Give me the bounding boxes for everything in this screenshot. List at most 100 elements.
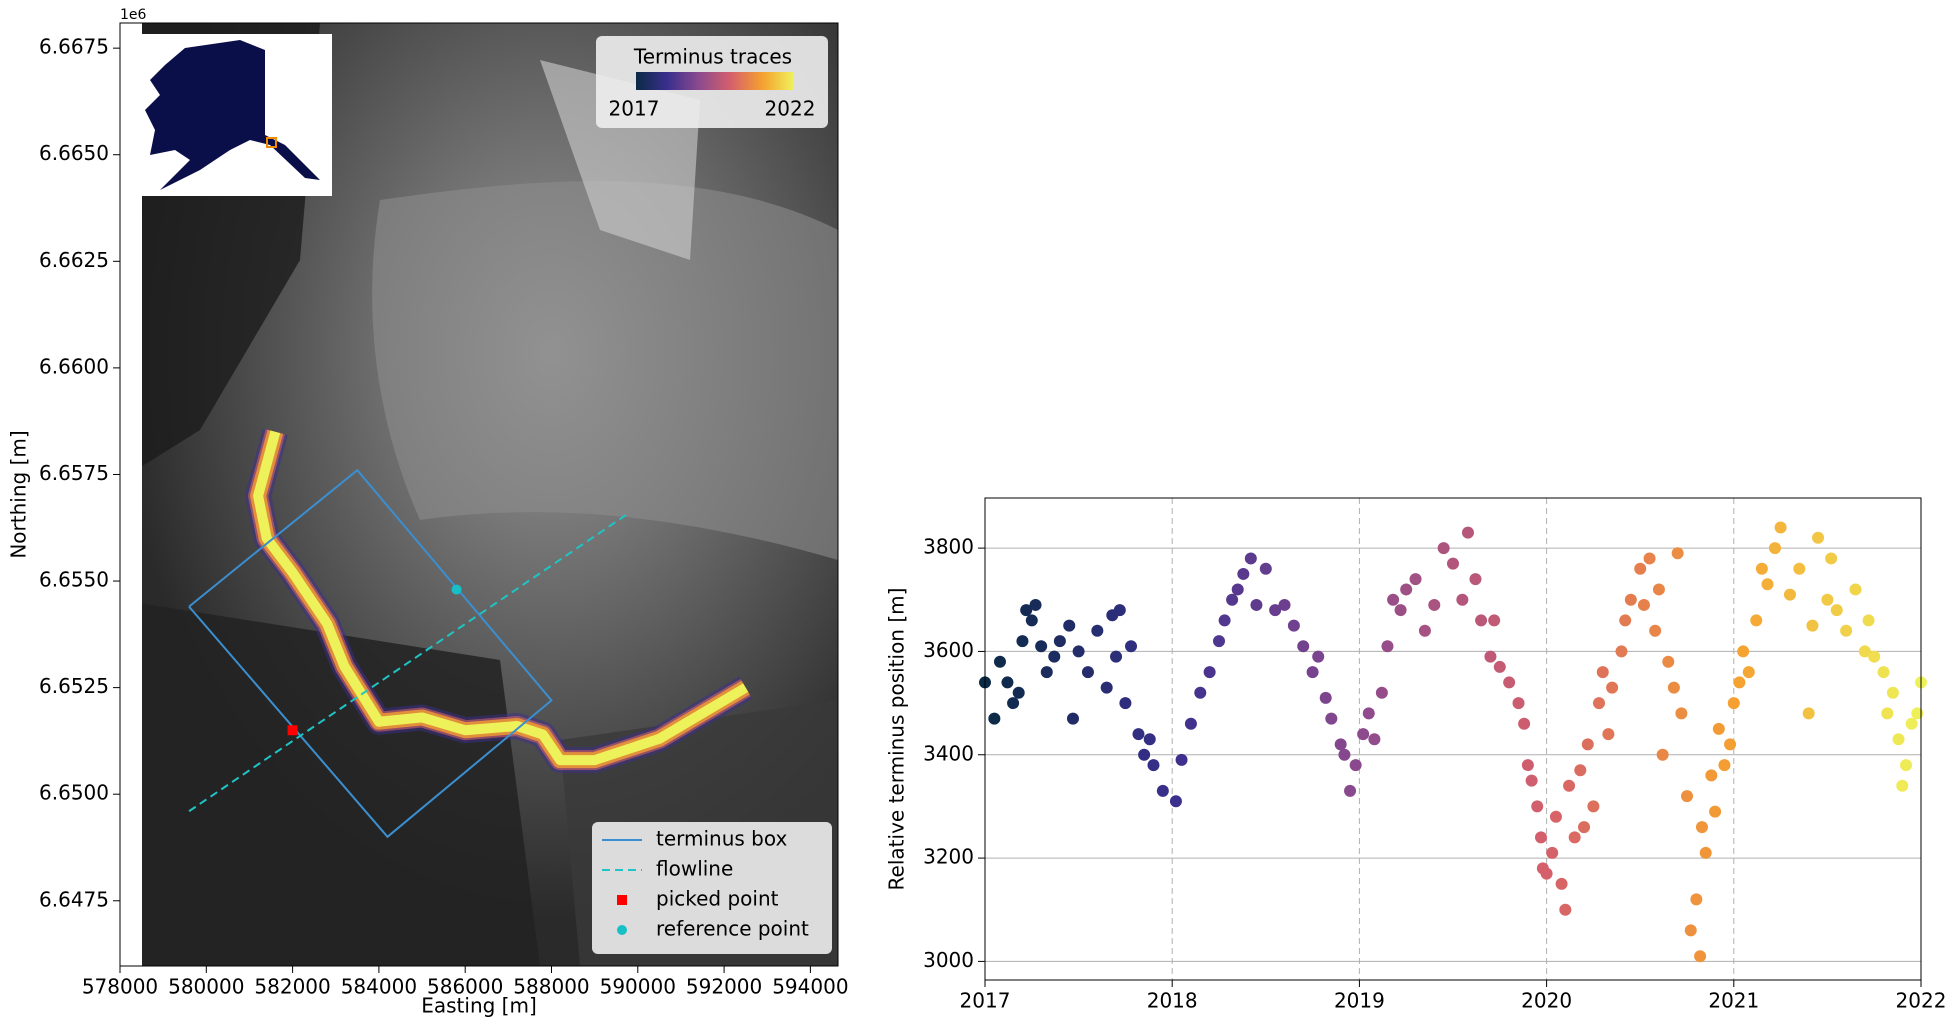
scatter-point [1793,562,1806,575]
scatter-point [1774,521,1787,534]
scatter-point [1862,614,1875,627]
x-tick-label: 590000 [600,975,676,999]
scatter-point [1493,660,1506,673]
scatter-point [1169,795,1182,808]
x-tick-label: 580000 [168,975,244,999]
series-legend [592,822,832,954]
scatter-point [1555,877,1568,890]
scatter-point [1825,552,1838,565]
scatter-point [1394,604,1407,617]
y-offset-label: 1e6 [120,7,147,23]
scatter-point [1461,526,1474,539]
scatter-point [1375,686,1388,699]
picked-point [287,725,298,736]
scatter-point [1712,722,1725,735]
x-tick-label: 2021 [1708,989,1759,1013]
colorbar [636,72,794,90]
scatter-point [1048,650,1061,663]
scatter-point [1250,598,1263,611]
scatter-point [1656,748,1669,761]
scatter-point [1175,753,1188,766]
scatter-point [1007,697,1020,710]
scatter-point [1911,707,1924,720]
colorbar-label: 2022 [765,97,816,121]
scatter-point [1587,800,1600,813]
scatter-point [1737,645,1750,658]
scatter-point [1840,624,1853,637]
scatter-point [1113,604,1126,617]
y-tick-label: 3600 [923,638,974,662]
scatter-point [1040,666,1053,679]
scatter-point [1540,867,1553,880]
scatter-point [1287,619,1300,632]
scatter-point [1218,614,1231,627]
scatter-point [1237,567,1250,580]
x-tick-label: 2019 [1334,989,1385,1013]
scatter-point [1297,640,1310,653]
scatter-point [1344,784,1357,797]
scatter-point [1387,593,1400,606]
colorbar-label: 2017 [609,97,660,121]
scatter-point [1684,924,1697,937]
y-tick-label: 6.6675 [39,35,109,59]
y-tick-label: 6.6525 [39,674,109,698]
scatter-point [1667,681,1680,694]
scatter-point [1886,686,1899,699]
colorbar-title: Terminus traces [633,45,792,69]
x-tick-label: 592000 [686,975,762,999]
scatter-point [1110,650,1123,663]
axes-frame [119,22,839,967]
scatter-point [1138,748,1151,761]
inset-map [132,34,332,196]
scatter-point [1512,697,1525,710]
y-tick-label: 6.6500 [39,781,109,805]
terminus-trace [253,430,749,766]
terminus-box [188,468,553,839]
scatter-point [1812,531,1825,544]
scatter-point [1226,593,1239,606]
scatter-point [1750,614,1763,627]
legend-swatch [617,895,627,905]
scatter-point [1231,583,1244,596]
scatter-point [1830,604,1843,617]
scatter-point [1695,821,1708,834]
y-tick-label: 6.6650 [39,141,109,165]
scatter-point [1063,619,1076,632]
y-tick-label: 6.6625 [39,248,109,272]
scatter-point [1132,728,1145,741]
x-tick-label: 2020 [1521,989,1572,1013]
scatter-point [1662,655,1675,668]
scatter-point [1568,831,1581,844]
scatter-point [1615,645,1628,658]
scatter-point [1213,635,1225,648]
flowline [188,512,630,813]
scatter-point [1334,738,1347,751]
scatter-point [1147,759,1160,772]
scatter-point [1892,733,1905,746]
scatter-point [1602,728,1615,741]
y-tick-label: 6.6575 [39,461,109,485]
scatter-point [1368,733,1381,746]
map-layer [188,428,753,839]
scatter-point [1503,676,1516,689]
scatter-point [1428,598,1441,611]
x-tick-label: 586000 [427,975,503,999]
scatter-point [1549,810,1562,823]
scatter-point [1119,697,1132,710]
y-tick-label: 6.6550 [39,568,109,592]
scatter-point [1518,717,1531,730]
y-tick-label: 6.6600 [39,354,109,378]
x-tick-label: 2017 [960,989,1011,1013]
scatter-point [1858,645,1871,658]
y-tick-label: 3400 [923,741,974,765]
scatter-point [1563,779,1576,792]
legend-label: reference point [656,917,809,941]
legend-label: flowline [656,857,733,881]
scatter-point [1699,846,1712,859]
scatter-point [1849,583,1862,596]
scatter-point [1244,552,1257,565]
scatter-point [1306,666,1319,679]
scatter-point [1768,542,1781,555]
y-axis-label: Relative terminus position [m] [885,588,909,891]
